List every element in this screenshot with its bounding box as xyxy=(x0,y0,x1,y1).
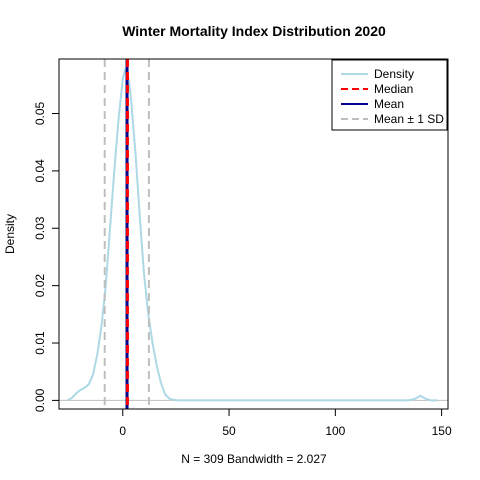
plot-data-layer xyxy=(59,59,448,409)
y-tick-label: 0.02 xyxy=(33,274,47,298)
y-axis-label: Density xyxy=(3,214,17,254)
x-tick-label: 100 xyxy=(325,424,345,438)
legend-label: Density xyxy=(374,67,414,81)
x-tick-label: 0 xyxy=(119,424,126,438)
legend-label: Mean xyxy=(374,97,404,111)
x-tick-label: 150 xyxy=(432,424,452,438)
y-axis: 0.00 0.01 0.02 0.03 0.04 0.05 xyxy=(33,102,60,412)
density-curve xyxy=(67,68,438,402)
y-tick-label: 0.01 xyxy=(33,331,47,355)
y-tick-label: 0.04 xyxy=(33,159,47,183)
chart-title: Winter Mortality Index Distribution 2020 xyxy=(122,23,386,39)
legend-label: Median xyxy=(374,82,413,96)
x-tick-label: 50 xyxy=(222,424,236,438)
y-tick-label: 0.03 xyxy=(33,216,47,240)
x-axis: 0 50 100 150 xyxy=(119,408,452,438)
legend-box xyxy=(331,59,448,131)
y-tick-label: 0.00 xyxy=(33,388,47,412)
x-axis-label: N = 309 Bandwidth = 2.027 xyxy=(181,452,327,466)
legend-label: Mean ± 1 SD xyxy=(374,112,444,126)
y-tick-label: 0.05 xyxy=(33,102,47,126)
